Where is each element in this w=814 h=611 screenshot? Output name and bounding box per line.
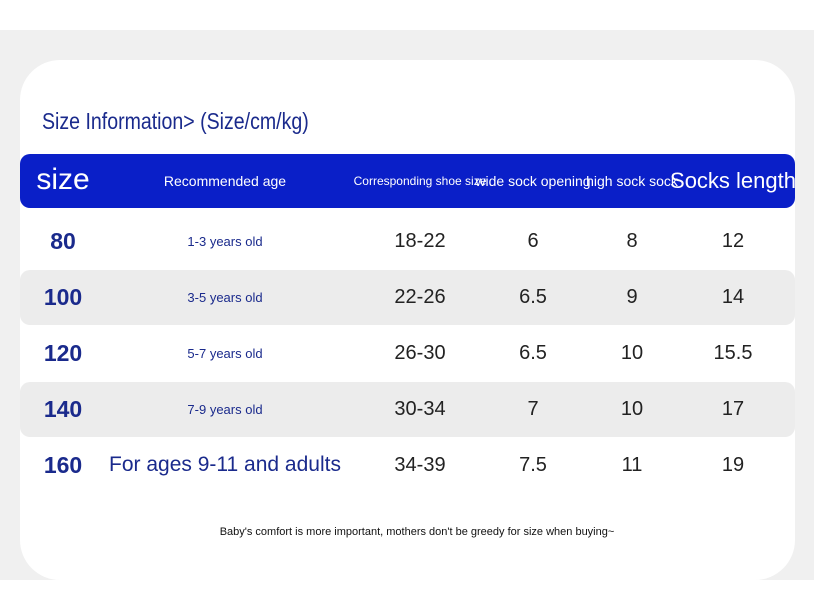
header-cell: wide sock opening	[475, 172, 591, 189]
title: Size Information> (Size/cm/kg)	[42, 108, 309, 134]
cell: 18-22	[394, 230, 446, 252]
header-cell: high sock sock	[586, 172, 678, 189]
cell: 160	[43, 452, 83, 479]
cell: 100	[43, 284, 83, 311]
cell: 140	[43, 396, 83, 423]
cell: 11	[621, 454, 643, 476]
cell: 19	[721, 454, 745, 476]
cell: 30-34	[394, 398, 446, 420]
header-cell: Corresponding shoe size	[353, 173, 487, 188]
cell: 80	[50, 228, 76, 255]
cell: 10	[620, 342, 644, 364]
cell: 26-30	[394, 342, 446, 364]
table-header	[20, 154, 795, 208]
cell: 120	[43, 340, 83, 367]
header-cell: Socks length	[670, 167, 796, 193]
cell: 6.5	[519, 286, 547, 308]
cell: 7	[527, 398, 539, 420]
cell: 14	[721, 286, 745, 308]
row-band	[20, 270, 795, 325]
cell: 9	[626, 286, 638, 308]
cell: 3-5 years old	[187, 290, 263, 306]
cell: 6	[527, 230, 539, 252]
row-band	[20, 382, 795, 437]
cell: 5-7 years old	[187, 346, 263, 362]
cell: 6.5	[519, 342, 547, 364]
cell: 1-3 years old	[187, 234, 263, 250]
cell: 17	[721, 398, 745, 420]
cell: 10	[620, 398, 644, 420]
cell: 8	[626, 230, 638, 252]
header-cell: Recommended age	[163, 172, 287, 189]
footer-note: Baby's comfort is more important, mother…	[219, 526, 615, 538]
cell: 12	[721, 230, 745, 252]
cell: 7-9 years old	[187, 402, 263, 418]
cell: 7.5	[519, 454, 547, 476]
cell: 34-39	[394, 454, 446, 476]
cell: 15.5	[713, 342, 753, 364]
cell: For ages 9-11 and adults	[109, 453, 341, 477]
cell: 22-26	[394, 286, 446, 308]
header-cell: size	[36, 163, 90, 196]
